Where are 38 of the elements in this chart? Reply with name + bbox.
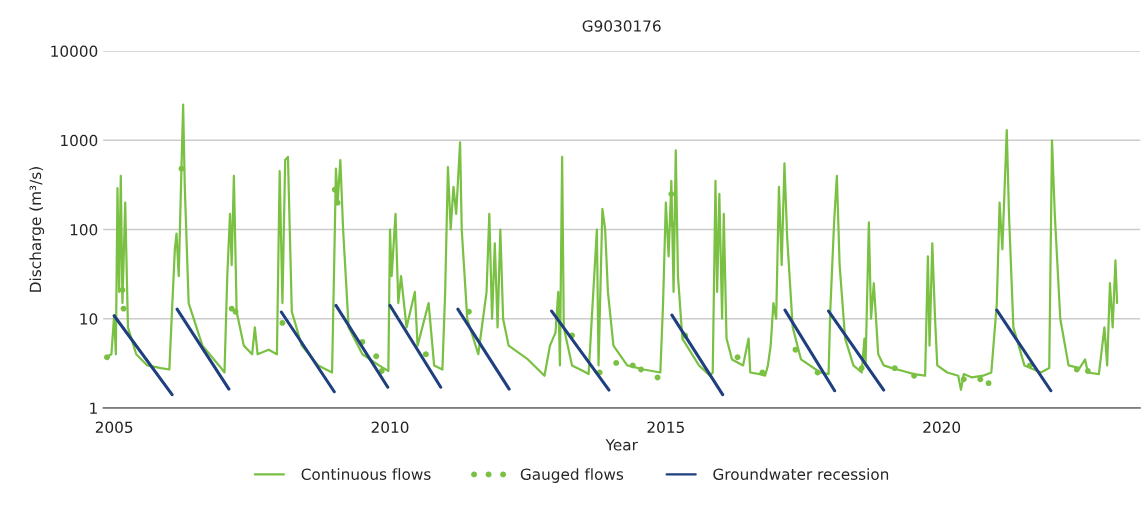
point <box>1073 366 1080 373</box>
x-tick-label: 2010 <box>371 421 409 434</box>
x-tick-label: 2005 <box>95 421 133 434</box>
x-axis-title: Year <box>605 439 638 451</box>
point <box>104 354 110 361</box>
point <box>977 376 984 383</box>
y-tick-label: 10 <box>80 313 98 325</box>
point <box>119 287 126 293</box>
point <box>668 191 675 197</box>
x-tick-label: 2020 <box>923 421 961 434</box>
point <box>960 376 967 383</box>
point <box>654 374 661 381</box>
point <box>858 365 865 372</box>
point <box>911 372 918 379</box>
point <box>279 319 286 326</box>
y-tick-label: 1000 <box>61 134 98 147</box>
y-axis-title: Discharge (m³/s) <box>29 167 45 292</box>
point <box>1084 368 1091 374</box>
chart-title: G9030176 <box>582 20 661 32</box>
point <box>422 351 429 358</box>
legend-label: Groundwater recession <box>713 468 889 480</box>
point <box>669 221 676 228</box>
point <box>638 366 644 373</box>
y-tick-label: 1 <box>90 402 97 414</box>
legend-label: Continuous flows <box>301 468 431 480</box>
point <box>891 365 898 372</box>
point <box>613 359 620 366</box>
legend-label: Gauged flows <box>520 468 624 483</box>
point <box>378 368 385 374</box>
point <box>985 380 992 387</box>
x-tick-label: 2015 <box>647 421 684 434</box>
point <box>334 199 341 206</box>
point <box>759 369 766 376</box>
point <box>120 305 127 312</box>
point <box>373 353 380 360</box>
y-tick-label: 10000 <box>51 45 98 58</box>
y-tick-label: 100 <box>70 223 98 236</box>
point <box>814 369 821 376</box>
